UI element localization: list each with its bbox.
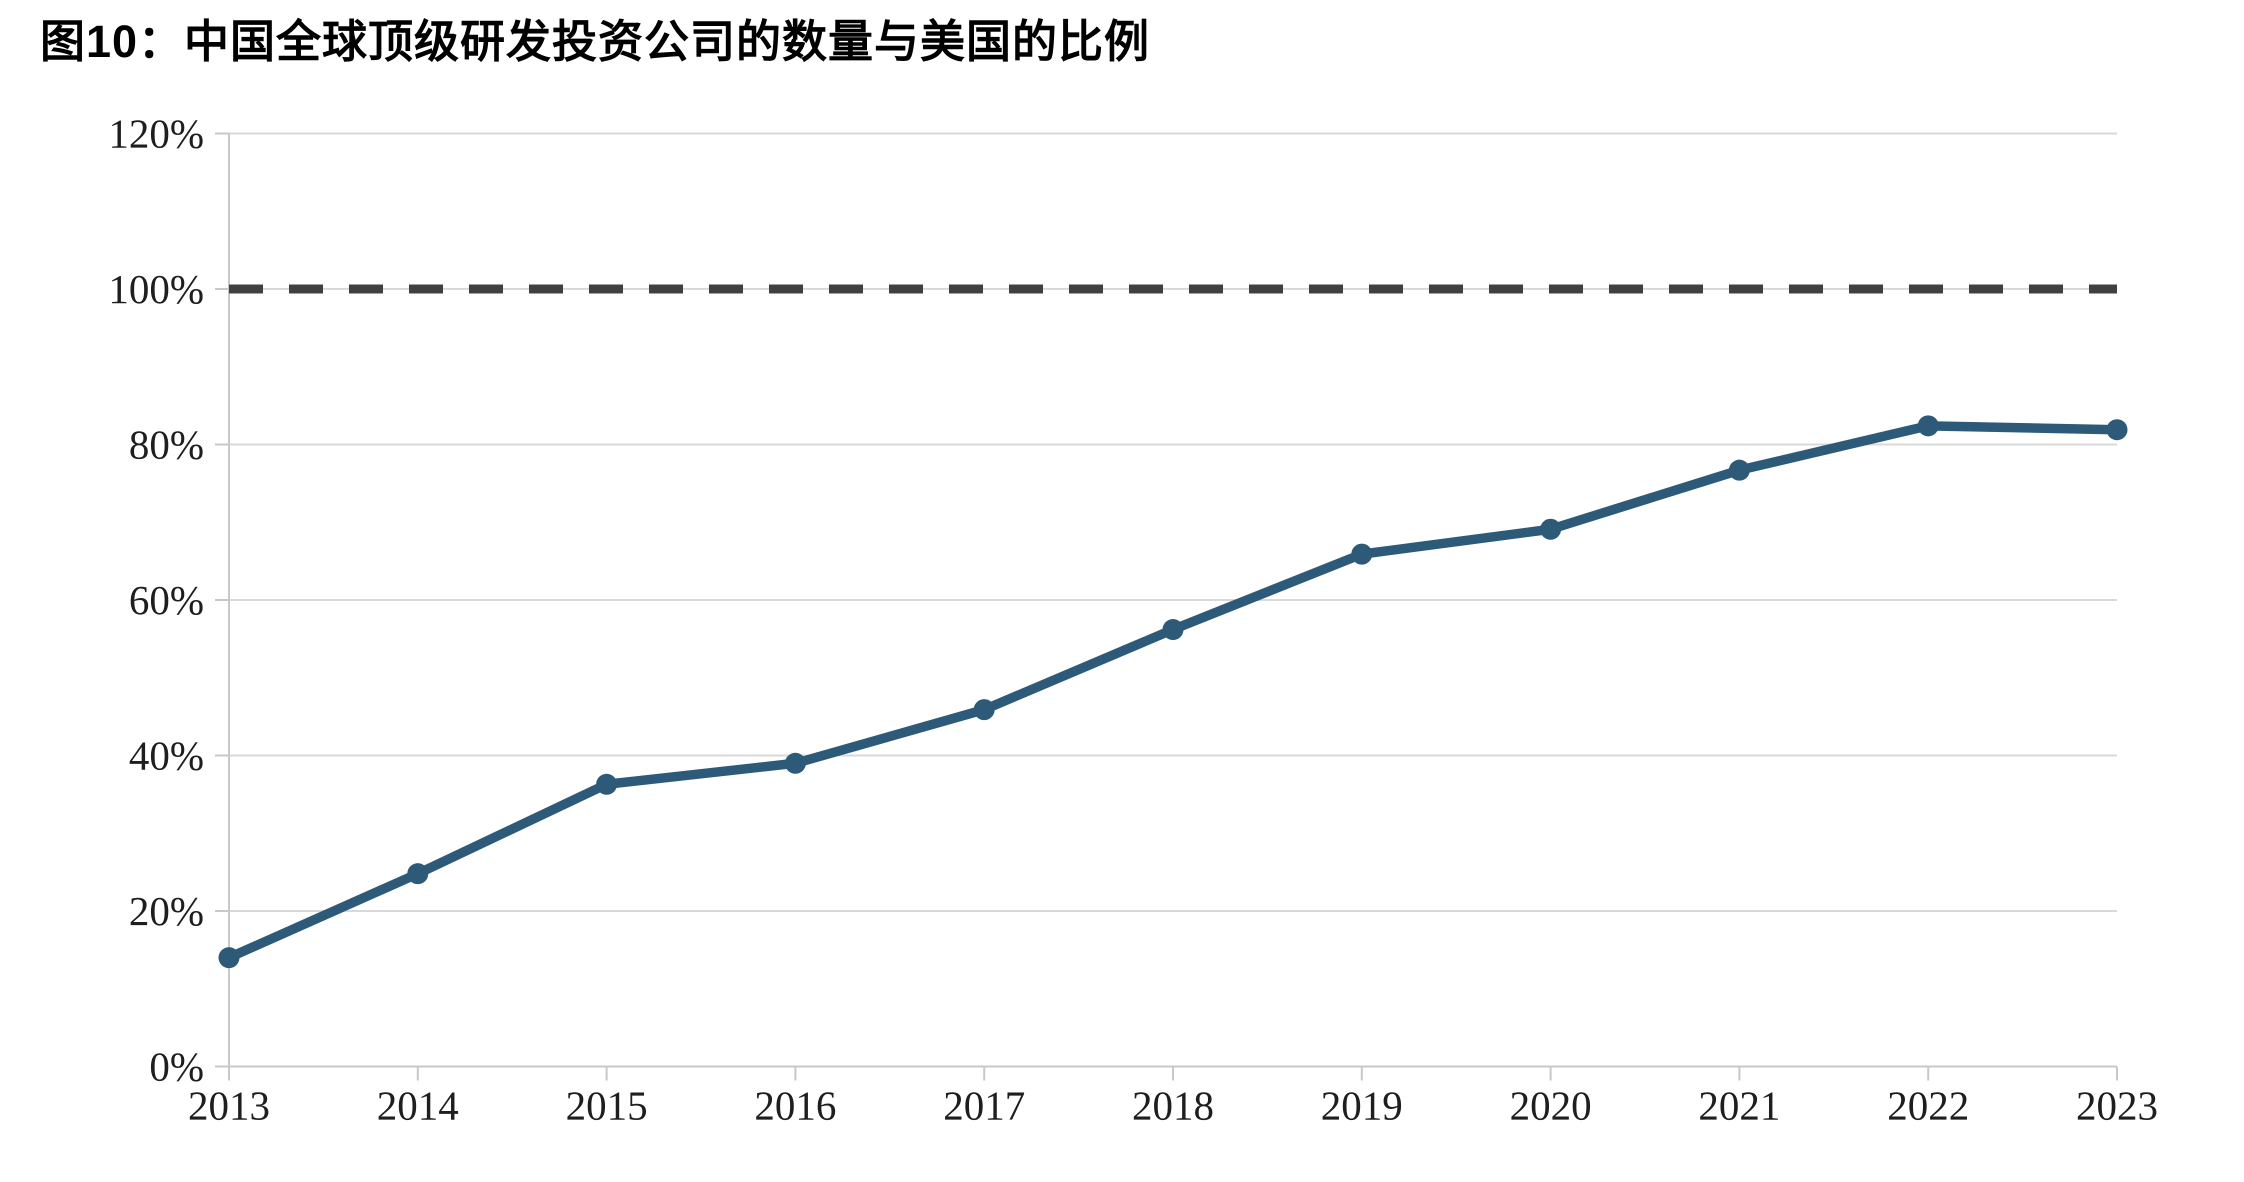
y-tick-label: 20%	[129, 888, 204, 934]
x-tick-label: 2021	[1698, 1083, 1780, 1129]
x-tick-label: 2019	[1321, 1083, 1403, 1129]
y-tick-label: 100%	[108, 266, 204, 312]
y-tick-label: 120%	[108, 111, 204, 157]
chart-title: 图10：中国全球顶级研发投资公司的数量与美国的比例	[40, 16, 1151, 67]
data-point-2016	[784, 752, 806, 774]
data-point-2022	[1917, 415, 1939, 437]
x-tick-label: 2013	[188, 1083, 270, 1129]
data-point-2013	[218, 947, 240, 969]
series-line-china-us-ratio	[224, 421, 2122, 963]
y-tick-label: 80%	[129, 422, 204, 468]
x-tick-label: 2022	[1887, 1083, 1969, 1129]
data-point-2019	[1351, 543, 1373, 565]
x-tick-label: 2017	[943, 1083, 1025, 1129]
x-tick-label: 2016	[754, 1083, 836, 1129]
y-tick-label: 0%	[149, 1044, 204, 1090]
data-point-2017	[973, 699, 995, 721]
data-point-2018	[1162, 619, 1184, 641]
x-tick-label: 2014	[377, 1083, 459, 1129]
x-tick-label: 2015	[566, 1083, 648, 1129]
data-point-2021	[1728, 459, 1750, 481]
data-point-2014	[407, 863, 429, 885]
data-point-2020	[1540, 518, 1562, 540]
x-tick-label: 2023	[2076, 1083, 2158, 1129]
y-tick-label: 40%	[129, 733, 204, 779]
x-tick-label: 2020	[1510, 1083, 1592, 1129]
data-point-2015	[596, 773, 618, 795]
data-point-2023	[2106, 419, 2128, 441]
y-tick-label: 60%	[129, 577, 204, 623]
x-tick-label: 2018	[1132, 1083, 1214, 1129]
